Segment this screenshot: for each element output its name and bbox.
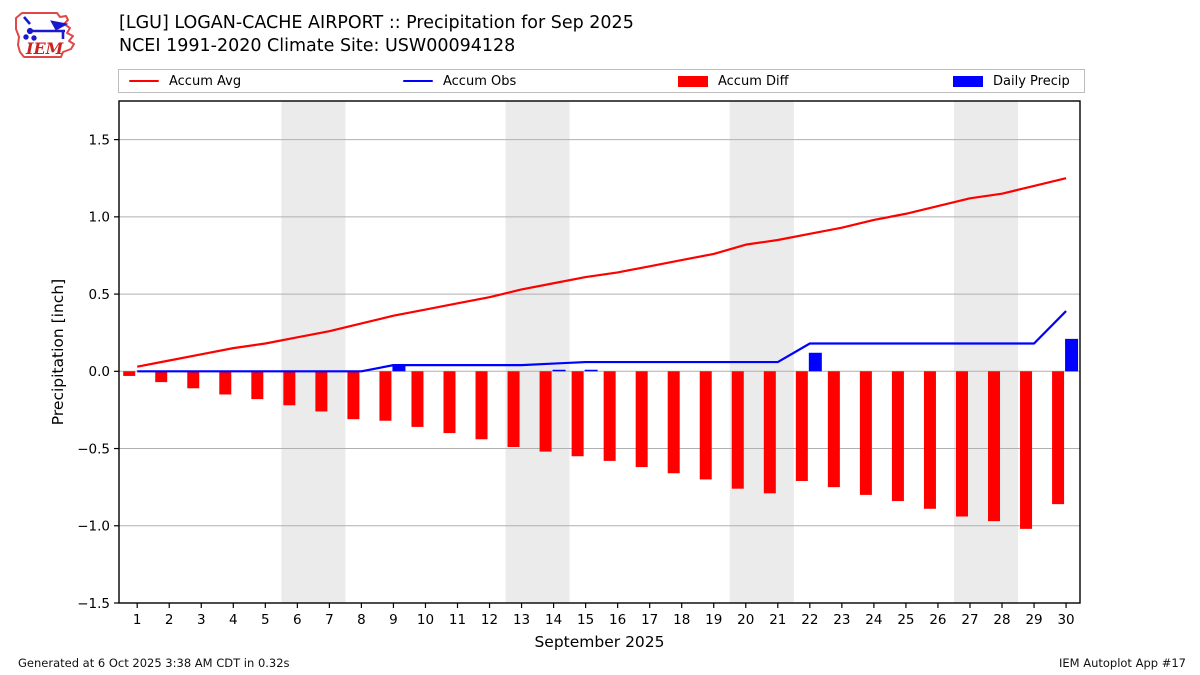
svg-text:16: 16	[609, 612, 626, 628]
svg-text:17: 17	[641, 612, 658, 628]
axis-labels: September 2025 Precipitation [inch]	[49, 279, 665, 651]
svg-text:15: 15	[577, 612, 594, 628]
svg-text:5: 5	[261, 612, 270, 628]
legend-label: Accum Avg	[169, 73, 242, 89]
svg-text:−1.5: −1.5	[77, 596, 110, 612]
svg-text:14: 14	[545, 612, 562, 628]
svg-text:20: 20	[737, 612, 754, 628]
generated-timestamp: Generated at 6 Oct 2025 3:38 AM CDT in 0…	[18, 656, 290, 670]
legend-label: Accum Diff	[718, 73, 789, 89]
legend-label: Accum Obs	[443, 73, 517, 89]
chart-legend: Accum Avg Accum Obs Accum Diff Daily Pre…	[118, 69, 1085, 93]
weekend-bands	[281, 101, 1019, 603]
daily-precip-bars	[392, 338, 1079, 372]
svg-text:12: 12	[481, 612, 498, 628]
svg-text:0.5: 0.5	[89, 287, 110, 303]
accum-diff-bars	[123, 371, 1065, 529]
legend-item-accum-obs: Accum Obs	[403, 70, 516, 92]
svg-text:27: 27	[961, 612, 978, 628]
autoplot-app-label: IEM Autoplot App #17	[1058, 656, 1186, 670]
daily-precip-patch-swatch-icon	[953, 75, 983, 87]
y-axis: −1.5 −1.0 −0.5 0.0 0.5 1.0 1.5	[77, 132, 119, 612]
accum-avg-line	[136, 177, 1067, 368]
svg-text:26: 26	[929, 612, 946, 628]
svg-text:3: 3	[197, 612, 206, 628]
svg-text:1: 1	[133, 612, 142, 628]
accum-obs-line-swatch-icon	[403, 79, 433, 83]
x-axis: 1 2 3 4 5 6 7 8 9 10 11 12 13 14 15 16 17 18 19 20 21 22 23 24 2…	[133, 603, 1075, 628]
iem-logo-text: IEM	[25, 39, 65, 58]
svg-text:−0.5: −0.5	[77, 441, 110, 457]
svg-text:0.0: 0.0	[89, 364, 110, 380]
legend-item-accum-diff: Accum Diff	[678, 70, 789, 92]
svg-text:2: 2	[165, 612, 174, 628]
svg-text:19: 19	[705, 612, 722, 628]
accum-avg-line-swatch-icon	[129, 79, 159, 83]
iem-logo: IEM	[15, 12, 75, 58]
legend-item-accum-avg: Accum Avg	[129, 70, 241, 92]
svg-text:Precipitation [inch]: Precipitation [inch]	[49, 279, 67, 425]
legend-item-daily-precip: Daily Precip	[953, 70, 1070, 92]
svg-text:1.0: 1.0	[89, 210, 110, 226]
svg-text:9: 9	[389, 612, 398, 628]
svg-text:25: 25	[897, 612, 914, 628]
accum-diff-patch-swatch-icon	[678, 75, 708, 87]
chart-title-block: [LGU] LOGAN-CACHE AIRPORT :: Precipitati…	[119, 12, 634, 58]
accum-obs-line	[137, 310, 1067, 373]
svg-text:1.5: 1.5	[89, 132, 110, 148]
svg-text:−1.0: −1.0	[77, 519, 110, 535]
svg-text:21: 21	[769, 612, 786, 628]
svg-text:10: 10	[417, 612, 434, 628]
legend-label: Daily Precip	[993, 73, 1070, 89]
svg-text:13: 13	[513, 612, 530, 628]
svg-text:30: 30	[1057, 612, 1074, 628]
svg-text:7: 7	[325, 612, 334, 628]
svg-text:29: 29	[1025, 612, 1042, 628]
svg-text:8: 8	[357, 612, 366, 628]
svg-text:18: 18	[673, 612, 690, 628]
svg-text:September 2025: September 2025	[534, 633, 664, 651]
svg-text:22: 22	[801, 612, 818, 628]
plot-frame	[118, 100, 1081, 604]
svg-text:23: 23	[833, 612, 850, 628]
svg-text:4: 4	[229, 612, 238, 628]
svg-text:24: 24	[865, 612, 882, 628]
chart-title: [LGU] LOGAN-CACHE AIRPORT :: Precipitati…	[119, 13, 634, 33]
svg-text:11: 11	[449, 612, 466, 628]
svg-text:6: 6	[293, 612, 302, 628]
svg-text:28: 28	[993, 612, 1010, 628]
weather-vane-icon	[23, 16, 69, 41]
chart-subtitle: NCEI 1991-2020 Climate Site: USW00094128	[119, 36, 516, 56]
